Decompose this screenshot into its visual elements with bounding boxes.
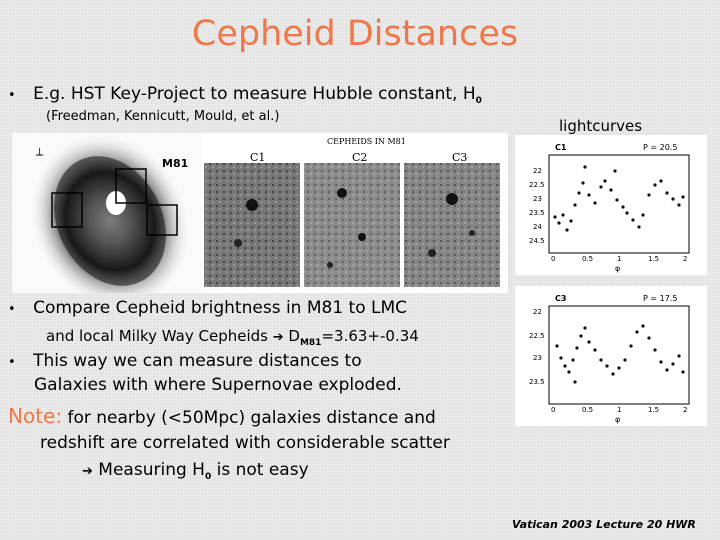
- bullet-2-subscript: M81: [299, 338, 322, 348]
- lightcurve-c1-ytick: 24.5: [529, 237, 545, 245]
- lightcurve-c3-label: C3: [555, 294, 567, 303]
- lightcurve-c1-xtick: 0: [551, 255, 556, 263]
- m81-figure-graphic: ⟂: [12, 133, 500, 293]
- lightcurve-c1-xtick: 2: [683, 255, 688, 263]
- lightcurve-c3-ytick: 22.5: [529, 332, 545, 340]
- bullet-2-distance: D: [283, 327, 300, 345]
- bullet-1-credit: (Freedman, Kennicutt, Mould, et al.): [46, 109, 280, 124]
- lightcurve-c1-xtick: 0.5: [582, 255, 594, 263]
- bullet-marker: •: [8, 355, 16, 370]
- bullet-2-value: =3.63+-0.34: [321, 327, 419, 345]
- bullet-1: • E.g. HST Key-Project to measure Hubble…: [8, 84, 482, 106]
- lightcurve-c1-plot: [548, 154, 690, 254]
- lightcurve-c1-ytick: 23: [533, 195, 542, 203]
- lightcurve-c3-panel: C3 P = 17.5 22 22.5 23 23.5 0 0.5 1 1.5 …: [515, 286, 707, 426]
- stamp-c1-label: C1: [250, 151, 266, 164]
- lightcurve-c1-xtick: 1.5: [648, 255, 660, 263]
- lightcurve-c3-ytick: 22: [533, 308, 542, 316]
- bullet-2-line2: and local Milky Way Cepheids ➔ DM81=3.63…: [46, 327, 419, 348]
- arrow-icon: ➔: [82, 464, 93, 479]
- note-line1: Note: for nearby (<50Mpc) galaxies dista…: [8, 404, 436, 428]
- lightcurve-c1-ytick: 24: [533, 223, 542, 231]
- lightcurve-c1-period: P = 20.5: [643, 143, 678, 152]
- bullet-3-line2: Galaxies with where Supernovae exploded.: [34, 375, 402, 395]
- arrow-icon: ➔: [272, 330, 284, 345]
- lightcurve-c3-xtick: 1.5: [648, 406, 660, 414]
- lightcurve-c1-ytick: 22: [533, 167, 542, 175]
- lightcurve-c1-ytick: 22.5: [529, 181, 545, 189]
- lightcurve-c3-xtick: 0: [551, 406, 556, 414]
- note-line1-text: for nearby (<50Mpc) galaxies distance an…: [62, 408, 436, 428]
- lightcurves-label: lightcurves: [559, 117, 643, 135]
- note-subscript: 0: [204, 472, 212, 482]
- lightcurve-c1-xtick: 1: [617, 255, 622, 263]
- footer: Vatican 2003 Lecture 20 HWR: [512, 518, 696, 531]
- lightcurve-c3-xlabel: φ: [615, 415, 621, 424]
- svg-text:⟂: ⟂: [36, 145, 44, 158]
- bullet-marker: •: [8, 302, 16, 317]
- note-line3-end: is not easy: [211, 460, 309, 480]
- lightcurve-c3-period: P = 17.5: [643, 294, 678, 303]
- lightcurve-c3-xtick: 2: [683, 406, 688, 414]
- lightcurve-c3-xtick: 0.5: [582, 406, 594, 414]
- bullet-marker: •: [8, 88, 16, 103]
- note-label: Note:: [8, 404, 63, 428]
- lightcurve-c1-label: C1: [555, 143, 567, 152]
- lightcurve-c3-ytick: 23: [533, 354, 542, 362]
- galaxy-label: M81: [162, 157, 189, 170]
- bullet-2-line1: Compare Cepheid brightness in M81 to LMC: [33, 298, 408, 318]
- figure-header: CEPHEIDS IN M81: [327, 137, 406, 146]
- lightcurve-c3-ytick: 23.5: [529, 378, 545, 386]
- lightcurve-c3-plot: [548, 305, 690, 405]
- lightcurve-c1-ytick: 23.5: [529, 209, 545, 217]
- lightcurve-c3-xtick: 1: [617, 406, 622, 414]
- bullet-2: • Compare Cepheid brightness in M81 to L…: [8, 298, 407, 318]
- slide-title: Cepheid Distances: [191, 14, 519, 54]
- bullet-1-text: E.g. HST Key-Project to measure Hubble c…: [33, 84, 476, 104]
- stamp-c2-label: C2: [352, 151, 368, 164]
- bullet-3-line1: This way we can measure distances to: [33, 351, 362, 371]
- bullet-2-line2-text: and local Milky Way Cepheids: [46, 327, 273, 345]
- stamp-c3-label: C3: [452, 151, 468, 164]
- note-line3-text: Measuring H: [92, 460, 205, 480]
- lightcurve-c1-panel: C1 P = 20.5 22 22.5 23 23.5 24 24.5 0 0.…: [515, 135, 707, 275]
- lightcurve-c1-xlabel: φ: [615, 264, 621, 273]
- m81-figure: ⟂ M81 CEPHEIDS IN M81 C1 C2 C3: [12, 133, 508, 293]
- note-line3: ➔ Measuring H0 is not easy: [82, 460, 309, 482]
- note-line2: redshift are correlated with considerabl…: [40, 433, 450, 453]
- bullet-3: • This way we can measure distances to: [8, 351, 362, 371]
- bullet-1-subscript: 0: [475, 96, 482, 106]
